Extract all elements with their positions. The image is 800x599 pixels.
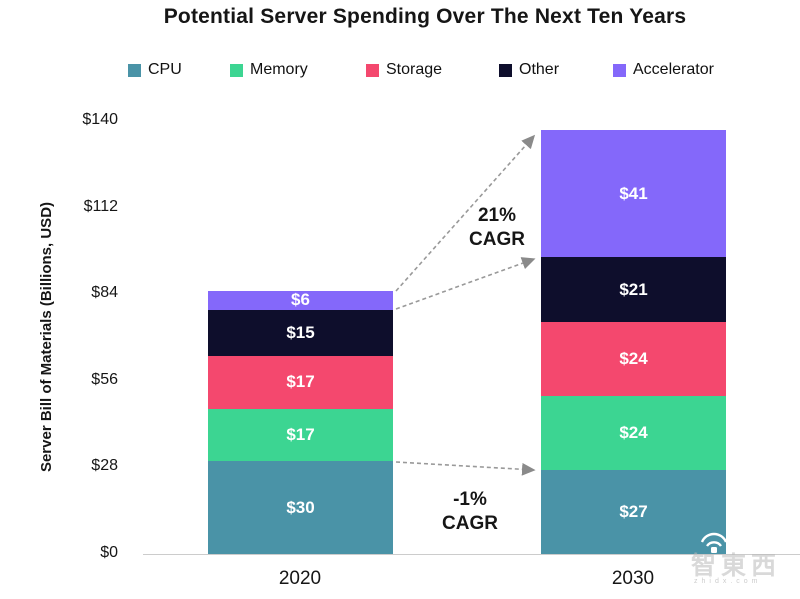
bar-segment-2020-other: $15 [208,309,393,357]
bar-segment-2030-other: $21 [541,257,726,323]
bar-value-2030-cpu: $27 [619,502,648,522]
annotation-growth-line2: CAGR [469,228,525,250]
bar-value-2020-storage: $17 [286,372,315,392]
legend-item-cpu: CPU [128,61,182,79]
bar-segment-2030-cpu: $27 [541,470,726,554]
arrow-other-top [395,257,536,310]
bar-value-2020-cpu: $30 [286,497,315,517]
legend-label-other: Other [519,61,560,78]
watermark-domain-text: zhidx.com [694,578,762,585]
legend-item-accelerator: Accelerator [613,61,714,79]
y-tick-label--140: $140 [82,111,118,128]
bar-value-2030-other: $21 [619,279,648,299]
legend-item-other: Other [499,61,559,79]
bar-value-2020-accelerator: $6 [291,290,310,310]
bar-value-2030-memory: $24 [619,423,648,443]
legend-label-accelerator: Accelerator [633,61,714,78]
watermark-brand-text: 智東西 [691,552,782,580]
chart-title: Potential Server Spending Over The Next … [163,5,687,28]
legend-label-cpu: CPU [148,61,182,78]
bar-value-2020-memory: $17 [286,424,315,444]
y-tick-label--0: $0 [100,544,118,561]
bar-segment-2030-accelerator: $41 [541,130,726,258]
bar-segment-2020-accelerator: $6 [208,290,393,310]
bar-segment-2020-memory: $17 [208,408,393,462]
arrow-cpu-top [395,461,536,476]
legend-swatch-cpu [128,63,141,77]
x-axis-label-2030: 2030 [611,568,655,589]
bar-segment-2030-memory: $24 [541,396,726,471]
watermark: 智東西 zhidx.com [688,532,800,596]
y-tick-label--56: $56 [91,370,118,388]
annotation-decline-line1: -1% [453,489,487,510]
y-tick-label--84: $84 [91,284,118,302]
broadcast-wifi-icon [700,532,728,553]
legend-swatch-accelerator [613,63,626,77]
bar-segment-2020-cpu: $30 [208,461,393,554]
bar-value-2030-accelerator: $41 [619,183,648,203]
bar-value-2020-other: $15 [286,322,315,342]
annotation-growth-line1: 21% [477,205,517,226]
bar-value-2030-storage: $24 [619,349,648,369]
bar-segment-2020-storage: $17 [208,356,393,409]
legend-label-memory: Memory [250,61,308,78]
y-tick-label--112: $112 [83,197,118,215]
legend-swatch-storage [366,63,379,77]
annotation-growth-cagr: 21% CAGR [432,204,562,251]
legend-swatch-other [499,63,512,77]
x-axis-label-2020: 2020 [278,568,322,589]
y-tick-label--28: $28 [91,457,118,475]
legend-label-storage: Storage [386,61,443,78]
annotation-decline-line2: CAGR [442,512,498,534]
annotation-decline-cagr: -1% CAGR [405,488,535,535]
bar-segment-2030-storage: $24 [541,322,726,397]
legend-swatch-memory [230,63,243,77]
x-axis-baseline [143,554,800,555]
legend-item-storage: Storage [366,61,442,79]
legend-item-memory: Memory [230,61,308,79]
